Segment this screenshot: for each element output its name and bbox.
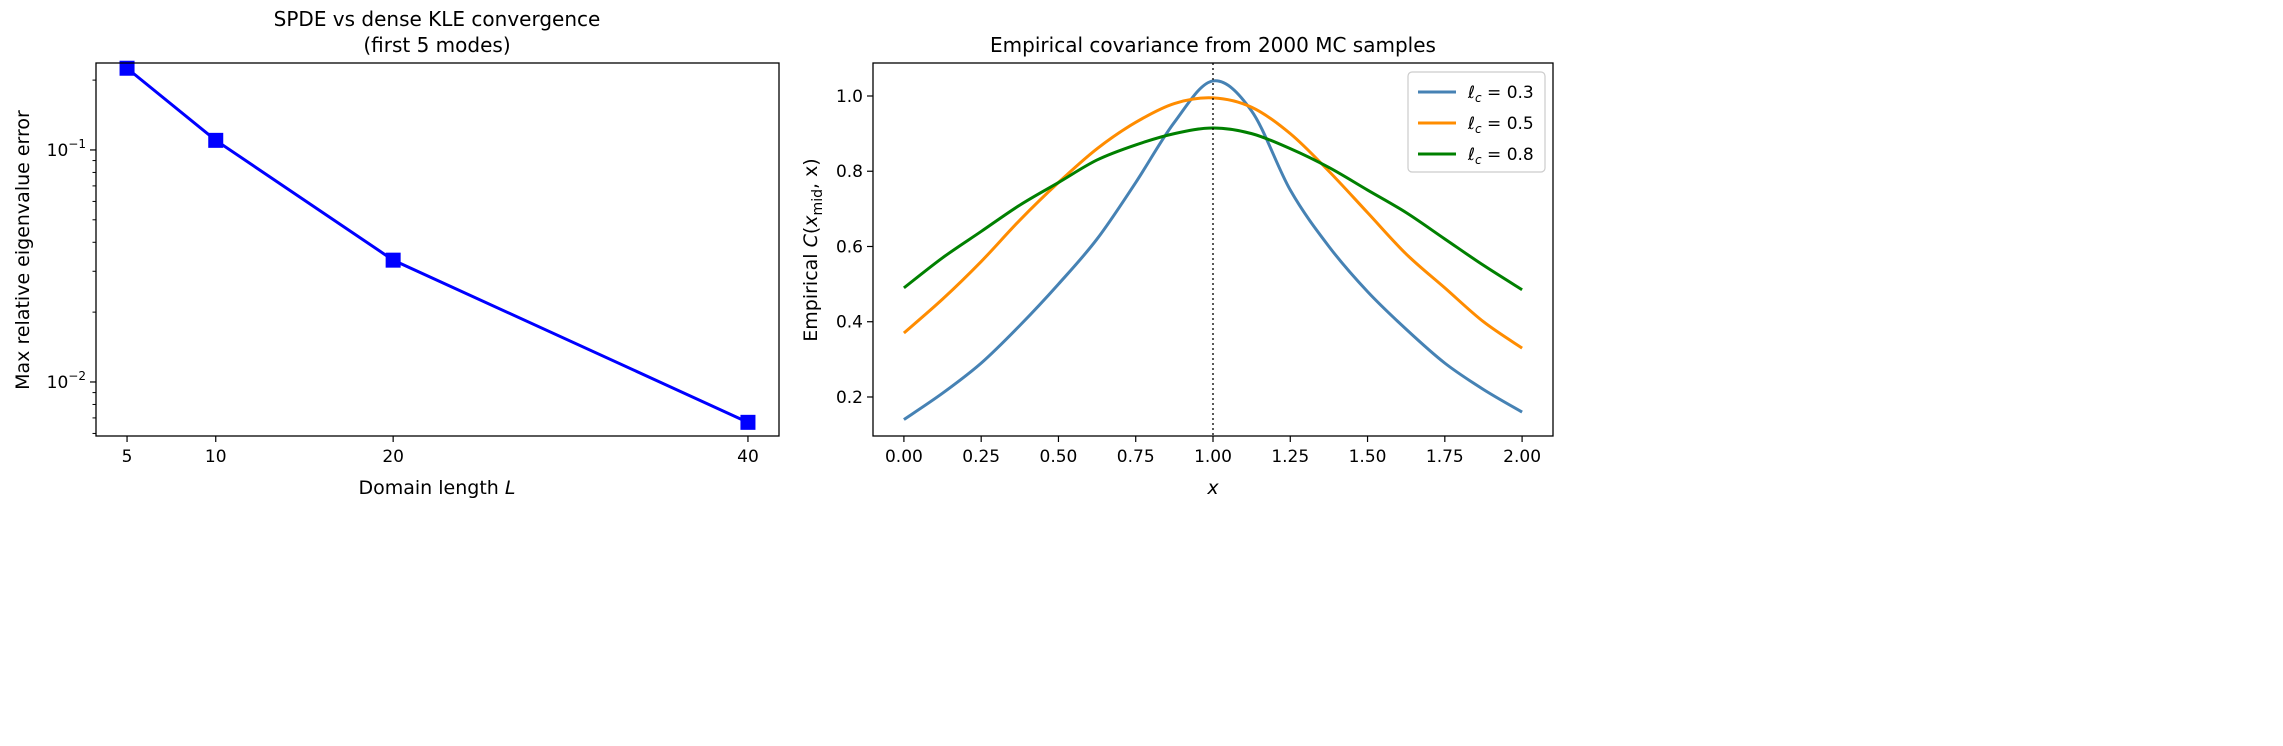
axes-frame xyxy=(872,62,1554,437)
covariance-chart: Empirical covariance from 2000 MC sample… xyxy=(800,33,1554,499)
legend: ℓc = 0.3 ℓc = 0.5 ℓc = 0.8 xyxy=(1407,71,1546,173)
series-line xyxy=(126,67,749,424)
series-line xyxy=(903,79,1523,421)
data-point-square xyxy=(208,132,224,148)
y-tick-label: 0.2 xyxy=(836,388,863,408)
x-tick-label: 1.75 xyxy=(1426,447,1464,467)
data-point-square xyxy=(740,414,756,430)
data-point-square xyxy=(119,60,135,76)
x-axis-label: x xyxy=(1206,477,1219,499)
x-tick-label: 40 xyxy=(737,447,759,467)
convergence-chart: SPDE vs dense KLE convergence (first 5 m… xyxy=(12,7,780,499)
legend-label: ℓc = 0.8 xyxy=(1467,145,1534,167)
x-tick-label: 1.00 xyxy=(1194,447,1232,467)
x-tick-label: 5 xyxy=(122,447,133,467)
y-tick-label: 10−2 xyxy=(47,369,86,393)
x-tick-label: 2.00 xyxy=(1503,447,1541,467)
x-tick-label: 0.75 xyxy=(1117,447,1155,467)
x-tick-label: 1.25 xyxy=(1271,447,1309,467)
x-tick-label: 10 xyxy=(205,447,227,467)
chart-title-line-2: (first 5 modes) xyxy=(363,33,510,57)
series-line xyxy=(902,96,1523,350)
legend-label: ℓc = 0.5 xyxy=(1467,114,1534,136)
x-tick-label: 0.00 xyxy=(885,447,923,467)
chart-title-line-1: SPDE vs dense KLE convergence xyxy=(274,7,601,31)
x-tick-label: 1.50 xyxy=(1349,447,1387,467)
x-tick-label: 0.25 xyxy=(962,447,1000,467)
y-tick-label: 10−1 xyxy=(47,137,86,161)
x-axis-label: Domain length L xyxy=(359,477,516,499)
y-tick-label: 1.0 xyxy=(836,87,863,107)
y-tick-label: 0.4 xyxy=(836,313,863,333)
y-tick-label: 0.6 xyxy=(836,237,863,257)
y-axis-label: Empirical C(xmid, x) xyxy=(800,158,826,341)
axes-frame xyxy=(95,62,780,437)
chart-title: Empirical covariance from 2000 MC sample… xyxy=(990,33,1436,57)
y-tick-label: 0.8 xyxy=(836,162,863,182)
data-point-square xyxy=(385,252,401,268)
legend-box xyxy=(1407,71,1546,173)
x-tick-label: 0.50 xyxy=(1040,447,1078,467)
x-tick-label: 20 xyxy=(382,447,404,467)
series-line xyxy=(902,126,1523,292)
y-axis-label: Max relative eigenvalue error xyxy=(12,110,34,390)
legend-label: ℓc = 0.3 xyxy=(1467,83,1534,105)
